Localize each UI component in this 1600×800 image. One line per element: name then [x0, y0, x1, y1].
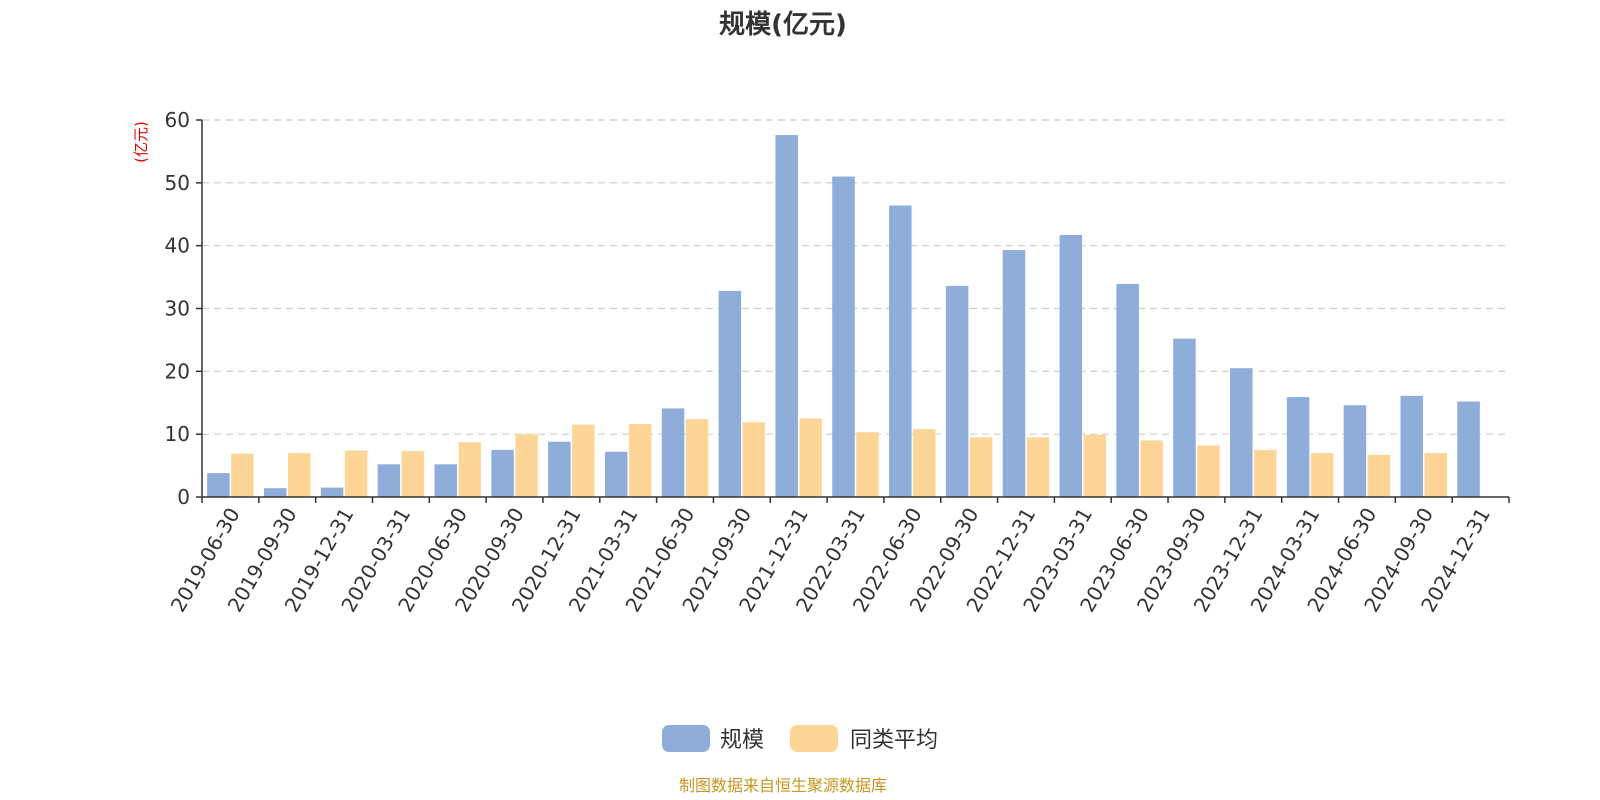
- bar-scale: [661, 408, 685, 497]
- bar-peer-average: [1310, 453, 1334, 497]
- bar-scale: [434, 464, 457, 497]
- y-tick-labels: 0 10 20 30 40 50 60: [165, 108, 190, 509]
- bar-peer-average: [458, 442, 481, 497]
- legend-item-peer-average[interactable]: 同类平均: [790, 725, 938, 753]
- bar-scale: [1400, 395, 1424, 497]
- bar-scale: [1457, 401, 1480, 497]
- legend: 规模 同类平均: [662, 725, 938, 753]
- bar-peer-average: [856, 432, 879, 497]
- y-tick-label: 30: [165, 297, 190, 321]
- bar-scale: [832, 176, 855, 498]
- bar-peer-average: [628, 424, 652, 497]
- bar-scale: [1173, 338, 1196, 497]
- bar-scale: [548, 441, 571, 497]
- source-note: 制图数据来自恒生聚源数据库: [679, 776, 887, 795]
- bar-scale: [377, 464, 401, 497]
- legend-item-scale[interactable]: 规模: [662, 725, 764, 753]
- bar-peer-average: [231, 453, 254, 497]
- x-tick-labels: 2019-06-302019-09-302019-12-312020-03-31…: [166, 503, 1495, 616]
- y-tick-label: 20: [165, 359, 190, 383]
- y-tick-label: 10: [165, 422, 190, 446]
- bar-scale: [1116, 283, 1139, 497]
- bar-peer-average: [799, 418, 822, 497]
- bar-peer-average: [685, 419, 709, 497]
- bar-peer-average: [742, 422, 766, 497]
- y-tick-label: 50: [165, 171, 190, 195]
- bar-peer-average: [1254, 449, 1277, 497]
- bar-scale: [604, 451, 628, 497]
- bar-peer-average: [969, 437, 993, 497]
- bar-scale: [491, 449, 514, 497]
- axes: [196, 119, 1510, 503]
- y-tick-label: 0: [177, 485, 190, 509]
- legend-label: 规模: [720, 728, 764, 753]
- bars: [207, 135, 1480, 498]
- bar-scale: [207, 473, 230, 497]
- bar-peer-average: [344, 450, 368, 497]
- bar-scale: [1002, 250, 1026, 497]
- bar-peer-average: [1140, 440, 1163, 497]
- bar-peer-average: [572, 424, 595, 497]
- y-tick-label: 60: [165, 108, 190, 132]
- bar-scale: [1230, 368, 1253, 497]
- bar-scale: [263, 488, 287, 497]
- bar-peer-average: [1083, 434, 1107, 497]
- chart-title: 规模(亿元): [719, 10, 847, 40]
- legend-swatch: [790, 725, 838, 752]
- bar-peer-average: [1367, 454, 1391, 497]
- bar-scale: [889, 205, 912, 497]
- bar-peer-average: [913, 429, 936, 497]
- bar-peer-average: [515, 434, 538, 497]
- bar-peer-average: [1424, 453, 1448, 497]
- legend-label: 同类平均: [850, 728, 938, 753]
- y-axis-unit-label: (亿元): [132, 121, 150, 163]
- bar-peer-average: [1197, 445, 1220, 497]
- legend-swatch: [662, 725, 710, 752]
- bar-scale: [320, 487, 344, 497]
- bar-peer-average: [401, 451, 425, 497]
- grid-lines: [202, 119, 1509, 435]
- bar-peer-average: [1026, 437, 1050, 497]
- bar-scale: [1343, 405, 1367, 497]
- bar-peer-average: [287, 453, 311, 497]
- y-tick-label: 40: [165, 234, 190, 258]
- bar-scale: [945, 285, 969, 497]
- bar-scale: [1059, 234, 1083, 498]
- bar-scale: [718, 290, 742, 497]
- bar-scale: [1286, 397, 1310, 497]
- bar-scale: [775, 135, 798, 497]
